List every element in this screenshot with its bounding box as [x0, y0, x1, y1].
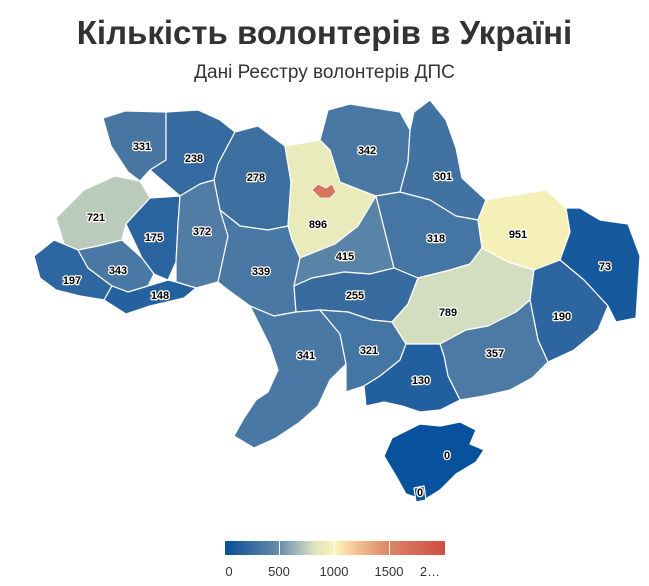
region-value-label-chernihiv: 342 [358, 145, 376, 157]
region-value-label-donetsk: 190 [553, 311, 571, 323]
region-value-label-zakarpattia: 197 [63, 275, 81, 287]
region-value-label-sumy: 301 [434, 171, 452, 183]
region-value-label-kirovohrad: 255 [346, 290, 364, 302]
legend-tick-label: 1000 [319, 564, 349, 579]
region-value-label-dnipropetrovsk: 789 [439, 307, 457, 319]
region-luhansk[interactable] [559, 207, 641, 323]
legend-gradient-bar [225, 541, 445, 555]
region-value-label-vinnytsia: 339 [252, 266, 270, 278]
map-title: Кількість волонтерів в Україні [76, 14, 573, 51]
region-value-label-zhytomyr: 278 [247, 172, 265, 184]
region-value-label-cherkasy: 415 [336, 251, 354, 263]
region-kyiv-city-shape[interactable] [311, 183, 337, 199]
map-subtitle: Дані Реєстру волонтерів ДПС [194, 62, 455, 83]
legend-tick-line [334, 541, 335, 555]
region-value-label-ivano-frankivsk: 343 [109, 265, 127, 277]
region-value-label-chernivtsi: 148 [151, 290, 169, 302]
region-value-label-sevastopol: 0 [417, 487, 423, 499]
legend-tick-label: 1500 [374, 564, 404, 579]
region-value-label-odesa: 341 [297, 350, 315, 362]
region-value-label-lviv: 721 [87, 212, 105, 224]
legend-tick-label: 500 [268, 564, 290, 579]
region-value-label-zaporizhzhia: 357 [486, 348, 504, 360]
region-value-label-khmelnytskyi: 372 [193, 226, 211, 238]
region-value-label-kharkiv: 951 [509, 229, 527, 241]
legend-tick-label: 0 [225, 564, 233, 579]
region-value-label-rivne: 238 [185, 153, 203, 165]
region-value-label-kyiv-oblast: 896 [309, 219, 327, 231]
region-odesa[interactable] [233, 305, 347, 449]
legend-tick-label: 2… [419, 564, 441, 579]
region-value-label-luhansk: 73 [599, 261, 611, 273]
region-kherson[interactable] [363, 343, 461, 413]
region-sevastopol[interactable] [413, 485, 427, 503]
region-value-label-volyn: 331 [133, 141, 151, 153]
region-value-label-mykolaiv: 321 [360, 345, 378, 357]
region-value-label-kherson: 130 [412, 375, 430, 387]
legend-tick-line [279, 541, 280, 555]
region-chernivtsi[interactable] [103, 279, 197, 315]
legend-tick-line [389, 541, 390, 555]
region-crimea[interactable] [383, 421, 485, 501]
region-ivano-frankivsk[interactable] [77, 239, 155, 293]
region-value-label-ternopil: 175 [145, 232, 163, 244]
region-value-label-crimea: 0 [444, 450, 450, 462]
region-value-label-poltava: 318 [427, 233, 445, 245]
color-legend: 0 500 1000 1500 2… [225, 541, 445, 581]
